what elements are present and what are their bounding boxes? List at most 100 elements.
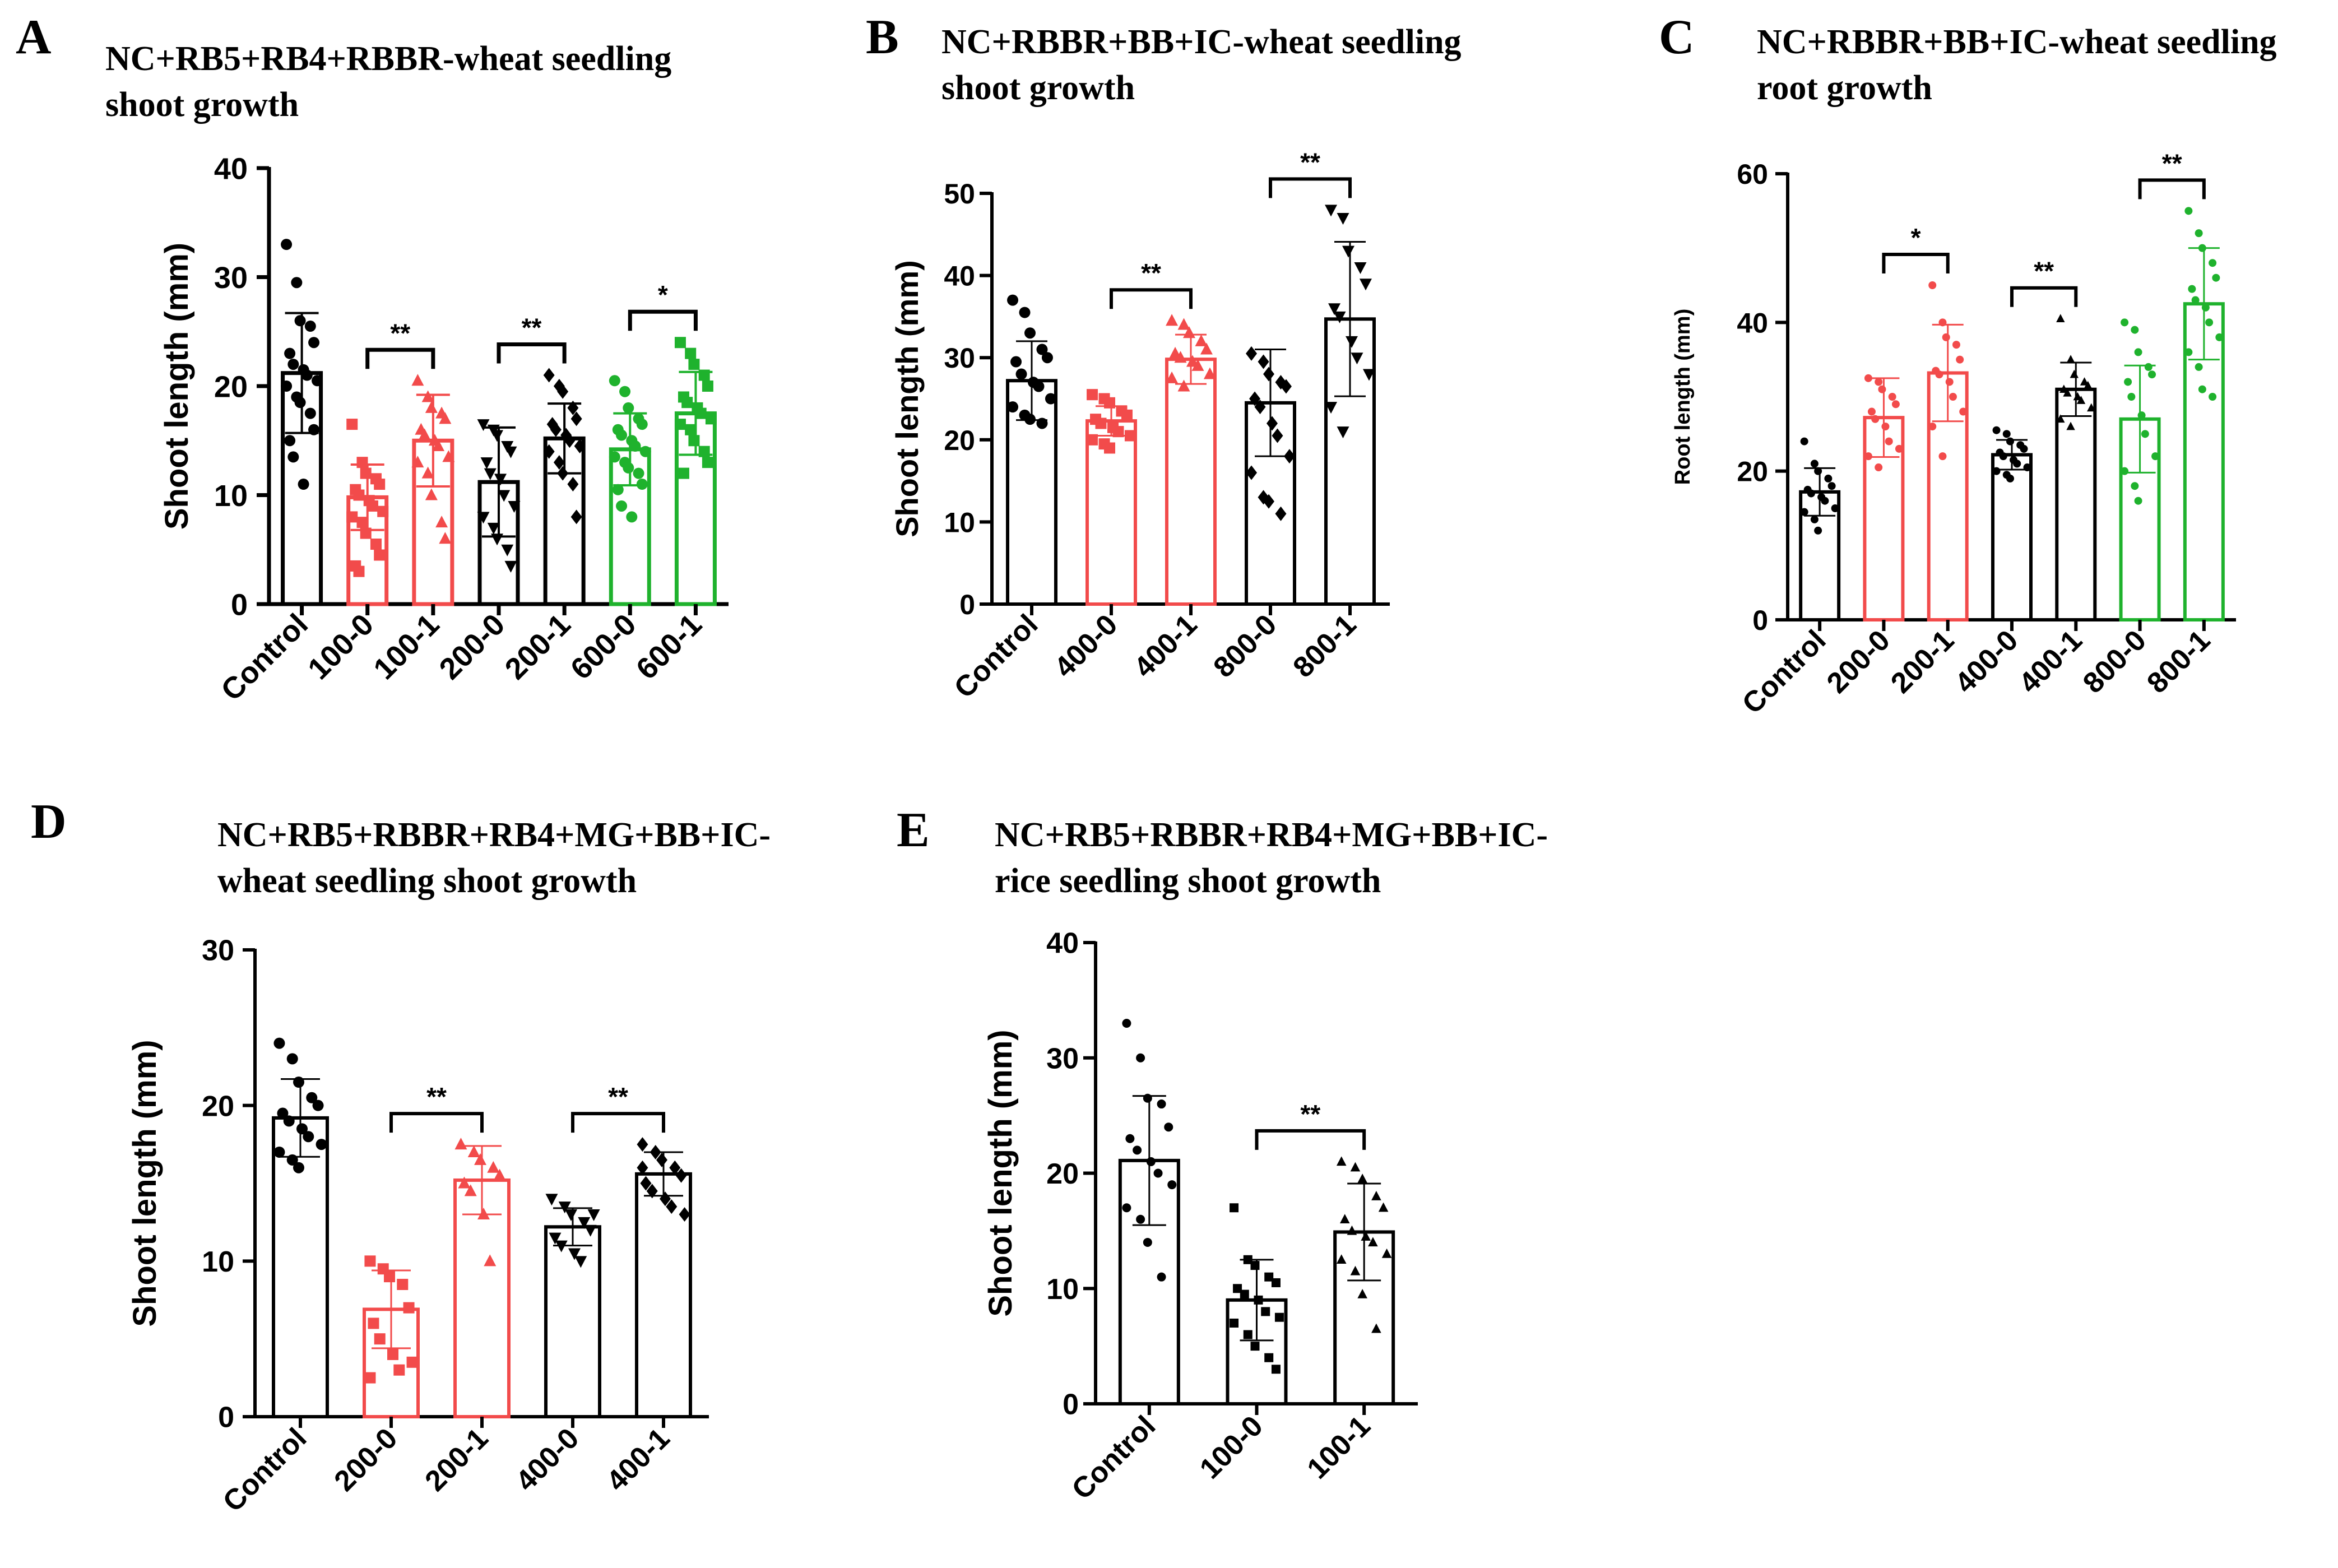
x-tick-label: Control xyxy=(948,608,1045,704)
data-point xyxy=(1888,393,1896,401)
data-point xyxy=(1935,370,1943,379)
data-point xyxy=(674,337,686,349)
data-point xyxy=(1824,474,1833,483)
data-point xyxy=(1895,444,1903,453)
data-point xyxy=(425,401,438,413)
significance-label: ** xyxy=(2162,149,2182,178)
y-tick-label: 30 xyxy=(214,261,248,295)
y-tick-label: 20 xyxy=(1737,456,1768,488)
data-point xyxy=(639,446,651,457)
data-point xyxy=(2184,348,2193,356)
data-point xyxy=(2059,384,2068,393)
data-point xyxy=(487,1161,500,1173)
x-tick-label: 400-1 xyxy=(600,1422,676,1497)
data-point xyxy=(425,488,438,500)
data-point xyxy=(1095,417,1107,429)
chart-panel-b: B NC+RBBR+BB+IC-wheat seedling shoot growt… xyxy=(866,10,1462,704)
data-point xyxy=(356,457,368,468)
data-point xyxy=(637,1160,648,1175)
y-tick-label: 40 xyxy=(944,261,975,292)
data-point xyxy=(584,1224,597,1237)
data-point xyxy=(1007,401,1019,413)
x-tick-label: Control xyxy=(217,1422,313,1518)
data-point xyxy=(702,457,713,468)
data-point xyxy=(1112,426,1124,438)
data-point xyxy=(1800,508,1808,516)
data-point xyxy=(364,1372,376,1384)
data-point xyxy=(2006,437,2014,446)
data-point xyxy=(549,1232,562,1245)
y-tick-label: 50 xyxy=(944,178,975,210)
data-point xyxy=(1992,426,2001,434)
data-point xyxy=(616,500,628,512)
data-point xyxy=(418,428,431,440)
chart-panel-e: E NC+RB5+RBBR+RB4+MG+BB+IC-rice seedling … xyxy=(897,803,1548,1506)
data-point xyxy=(1125,1134,1135,1143)
data-point xyxy=(1264,1272,1274,1282)
data-point xyxy=(2212,273,2220,282)
data-point xyxy=(1041,352,1053,364)
data-point xyxy=(454,1138,467,1150)
data-point xyxy=(1143,1237,1152,1247)
data-point xyxy=(2195,363,2203,371)
data-point xyxy=(1999,452,2007,461)
data-point xyxy=(1174,351,1187,363)
data-point xyxy=(633,467,644,479)
data-point xyxy=(1810,460,1819,468)
data-point xyxy=(705,413,717,425)
data-point xyxy=(656,1152,667,1167)
data-point xyxy=(1359,279,1372,291)
y-axis-label: Shoot length (mm) xyxy=(127,1040,163,1326)
data-point xyxy=(1371,1191,1381,1200)
data-point xyxy=(565,1209,577,1222)
data-point xyxy=(1945,378,1954,386)
significance-bracket xyxy=(1255,1129,1366,1150)
data-point xyxy=(1019,307,1031,318)
data-point xyxy=(1362,369,1375,381)
significance-label: ** xyxy=(1300,147,1320,177)
data-point xyxy=(1992,467,2001,475)
significance-label: * xyxy=(658,280,668,309)
significance-label: ** xyxy=(390,318,410,347)
data-point xyxy=(685,424,697,435)
data-point xyxy=(574,438,586,453)
data-point xyxy=(374,549,386,561)
data-point xyxy=(2151,452,2160,461)
data-point xyxy=(545,1194,558,1206)
data-point xyxy=(636,419,648,430)
data-point xyxy=(1821,497,1829,505)
data-point xyxy=(374,479,386,490)
data-point xyxy=(284,347,296,359)
data-point xyxy=(1177,379,1190,392)
data-point xyxy=(1254,400,1266,415)
data-point xyxy=(477,419,490,432)
data-point xyxy=(356,517,368,528)
data-point xyxy=(612,484,624,495)
data-point xyxy=(2124,378,2132,386)
data-point xyxy=(609,375,620,387)
data-point xyxy=(1250,1261,1260,1270)
x-tick-label: 100-1 xyxy=(1301,1409,1377,1485)
data-point xyxy=(421,390,434,402)
data-point xyxy=(570,411,582,426)
y-axis-label: Root length (mm) xyxy=(1671,309,1695,485)
data-point xyxy=(1122,1019,1131,1028)
data-point xyxy=(1015,368,1027,380)
data-point xyxy=(432,439,445,451)
x-tick-label: 400-0 xyxy=(509,1422,585,1497)
data-point xyxy=(1166,314,1179,326)
data-point xyxy=(439,532,452,544)
data-point xyxy=(1087,389,1098,401)
data-point xyxy=(1024,327,1036,339)
data-point xyxy=(353,489,365,501)
y-tick-label: 30 xyxy=(944,342,975,374)
panel-letter: B xyxy=(866,10,899,64)
data-point xyxy=(435,516,448,528)
data-point xyxy=(1007,294,1019,306)
data-point xyxy=(367,500,378,512)
data-point xyxy=(1136,1214,1145,1224)
data-point xyxy=(284,435,296,447)
data-point xyxy=(640,1176,652,1191)
data-point xyxy=(2066,355,2075,363)
data-point xyxy=(2002,430,2011,438)
